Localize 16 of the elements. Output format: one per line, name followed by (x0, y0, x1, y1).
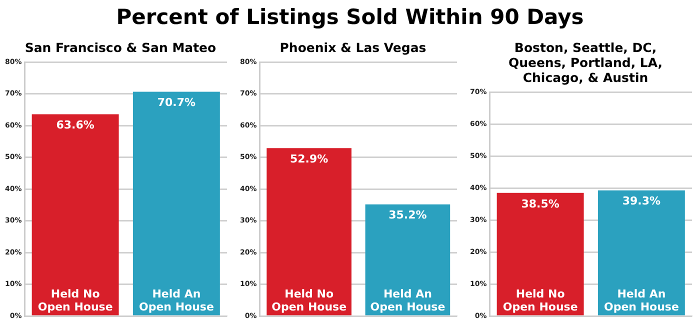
data-label: 38.5% (521, 197, 560, 210)
chart-subtitle: Phoenix & Las Vegas (278, 39, 428, 55)
data-label: 35.2% (388, 208, 427, 222)
x-tick-label: Held An Open House (604, 287, 679, 314)
x-tick-label: Held An Open House (370, 287, 446, 314)
data-label: 52.9% (290, 152, 328, 166)
x-tick-label: Held No Open House (38, 287, 113, 314)
data-label: 63.6% (56, 118, 94, 132)
text: Percent of Listings Sold Within 90 Days (115, 4, 585, 31)
x-tick-label: Held An Open House (138, 287, 214, 314)
data-label: 39.3% (622, 194, 661, 208)
chart-subtitle: Boston, Seattle, DC, Queens, Portland, LA, Chicago, & Austin (507, 39, 664, 85)
x-tick-label: Held No Open House (502, 287, 578, 314)
x-tick-label: Held No Open House (272, 287, 347, 314)
data-label: 70.7% (157, 96, 196, 110)
chart-subtitle: San Francisco & San Mateo (24, 39, 218, 55)
